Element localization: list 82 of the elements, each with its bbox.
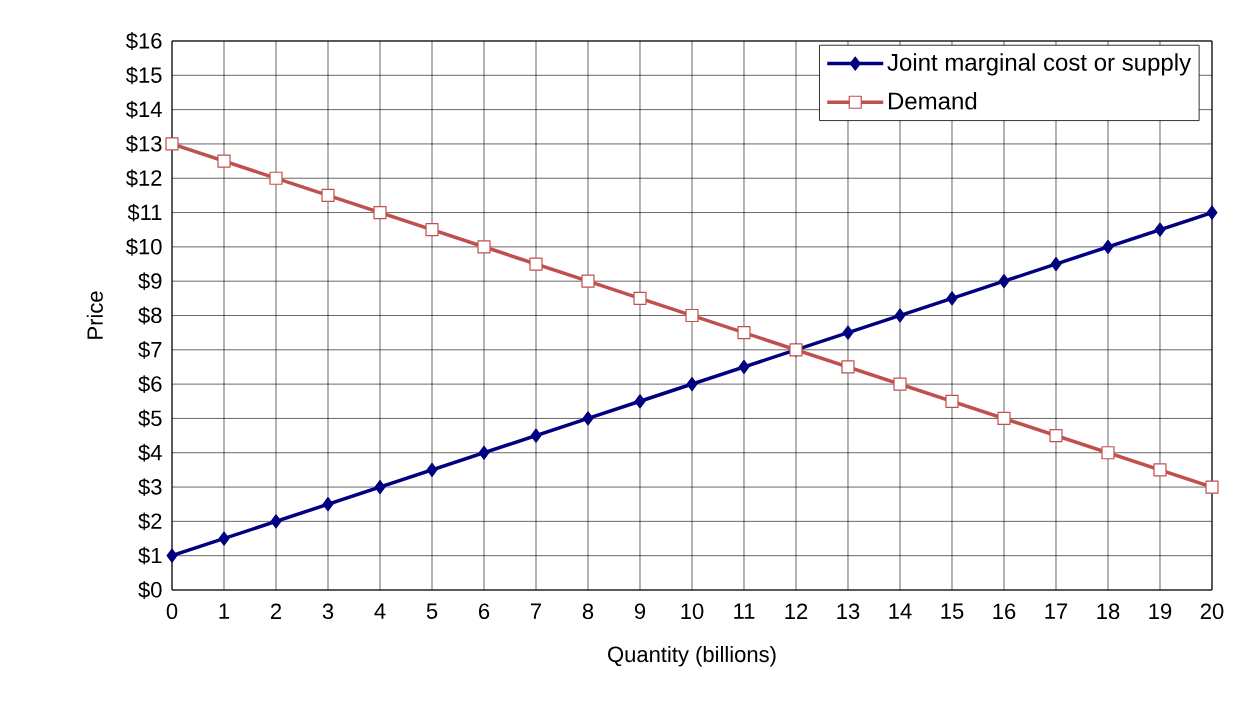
x-tick-label: 3 bbox=[322, 603, 334, 620]
point bbox=[218, 531, 230, 546]
point bbox=[269, 171, 283, 185]
point bbox=[1153, 463, 1167, 477]
y-tick-label: $5 bbox=[138, 409, 162, 428]
legend-label: Joint marginal cost or supply bbox=[887, 53, 1192, 76]
point bbox=[946, 291, 958, 306]
x-tick-label: 17 bbox=[1045, 603, 1068, 619]
y-tick-label: $4 bbox=[138, 443, 162, 462]
point bbox=[322, 497, 334, 512]
point bbox=[321, 188, 335, 202]
x-tick-label: 14 bbox=[889, 603, 912, 619]
x-tick-label: 9 bbox=[634, 603, 646, 620]
y-tick-label: $9 bbox=[138, 272, 162, 291]
point bbox=[997, 411, 1011, 426]
point bbox=[737, 326, 751, 340]
x-tick-label: 18 bbox=[1097, 603, 1120, 620]
point bbox=[478, 445, 490, 460]
point bbox=[581, 274, 595, 288]
point bbox=[166, 548, 178, 563]
point bbox=[1154, 222, 1166, 237]
point bbox=[841, 360, 855, 374]
x-tick-label: 0 bbox=[166, 603, 178, 620]
y-tick-label: $6 bbox=[138, 375, 162, 394]
point bbox=[477, 240, 491, 254]
x-tick-label: 8 bbox=[582, 603, 594, 620]
y-tick-label: $16 bbox=[126, 32, 162, 50]
x-tick-label: 13 bbox=[837, 603, 860, 620]
point bbox=[374, 479, 386, 495]
legend-label: Demand bbox=[888, 91, 977, 110]
point bbox=[165, 137, 179, 151]
x-axis-title: Quantity (billions) bbox=[608, 645, 776, 667]
x-tick-label: 4 bbox=[374, 603, 386, 619]
y-tick-label: $8 bbox=[138, 306, 162, 325]
y-tick-label: $11 bbox=[127, 203, 162, 222]
point bbox=[1049, 428, 1063, 443]
y-tick-label: $15 bbox=[126, 66, 162, 85]
y-tick-label: $1 bbox=[138, 546, 162, 565]
point bbox=[1102, 239, 1114, 254]
point bbox=[426, 462, 438, 478]
y-tick-label: $7 bbox=[138, 340, 162, 359]
point bbox=[1205, 480, 1219, 494]
point bbox=[1101, 446, 1115, 460]
point bbox=[738, 359, 750, 375]
x-tick-label: 7 bbox=[531, 603, 542, 619]
x-tick-label: 15 bbox=[941, 603, 964, 619]
x-tick-label: 11 bbox=[734, 603, 755, 619]
point bbox=[217, 154, 231, 168]
y-tick-label: $10 bbox=[126, 237, 162, 256]
point bbox=[373, 205, 387, 220]
point bbox=[998, 274, 1010, 289]
y-tick-label: $13 bbox=[126, 135, 162, 153]
point bbox=[633, 291, 647, 305]
x-tick-label: 10 bbox=[681, 603, 704, 620]
y-tick-label: $14 bbox=[126, 100, 162, 119]
point bbox=[530, 428, 542, 443]
point bbox=[893, 377, 907, 391]
point bbox=[842, 325, 854, 340]
point bbox=[529, 257, 543, 271]
y-tick-label: $3 bbox=[138, 478, 162, 496]
point bbox=[582, 411, 594, 426]
point bbox=[894, 308, 906, 323]
point bbox=[634, 394, 646, 409]
x-tick-label: 2 bbox=[270, 603, 282, 619]
y-tick-label: $2 bbox=[138, 512, 162, 531]
y-tick-label: $0 bbox=[138, 581, 162, 599]
y-tick-label: $12 bbox=[126, 169, 162, 188]
x-tick-label: 16 bbox=[993, 603, 1016, 620]
y-axis-title: Price bbox=[86, 291, 103, 339]
x-tick-label: 6 bbox=[479, 603, 490, 620]
point bbox=[425, 223, 439, 237]
point bbox=[686, 377, 698, 392]
point bbox=[1206, 205, 1218, 220]
x-tick-label: 1 bbox=[219, 603, 230, 619]
x-tick-label: 5 bbox=[426, 603, 438, 619]
point bbox=[685, 308, 699, 323]
x-tick-label: 20 bbox=[1200, 603, 1224, 620]
x-tick-label: 12 bbox=[785, 603, 808, 619]
x-tick-label: 19 bbox=[1149, 603, 1172, 620]
point bbox=[1050, 256, 1062, 272]
point bbox=[270, 514, 282, 529]
point bbox=[945, 394, 959, 408]
